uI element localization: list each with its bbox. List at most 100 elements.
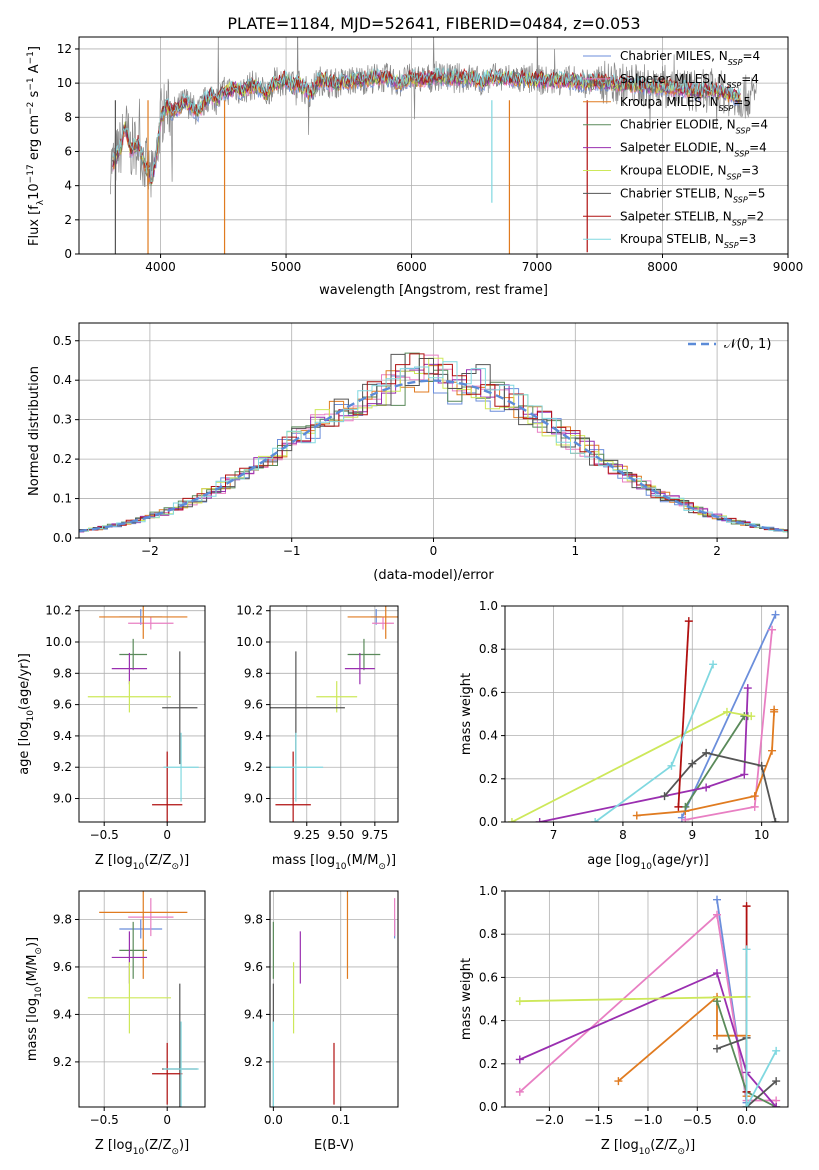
figure-title: PLATE=1184, MJD=52641, FIBERID=0484, z=0… <box>227 14 640 33</box>
y-tick-label: 0.8 <box>479 927 498 941</box>
x-axis-label: (data-model)/error <box>373 568 494 583</box>
series-marker-2 <box>770 705 779 714</box>
y-tick-label: 9.6 <box>244 960 263 974</box>
series-line-5 <box>519 995 747 1003</box>
age_vs_mass-axes <box>270 606 398 822</box>
series-line-8 <box>745 949 777 1107</box>
series-line-4 <box>539 688 749 822</box>
y-tick-label: 1.0 <box>479 599 498 613</box>
y-axis-label: Normed distribution <box>27 366 42 496</box>
mass_vs_ebv-points <box>272 891 396 1107</box>
legend-label-normal: 𝒩(0, 1) <box>724 337 771 352</box>
x-tick-label: 2 <box>713 544 721 558</box>
series-marker-8 <box>591 818 600 822</box>
age_vs_mass-points <box>270 606 398 822</box>
x-tick-label: −0.5 <box>90 1113 119 1127</box>
axes-frame <box>78 890 206 1108</box>
series-marker-7 <box>684 617 693 626</box>
model-spectrum-line-8 <box>112 67 741 182</box>
series-marker-5 <box>515 997 524 1006</box>
y-tick-label: 10 <box>57 76 72 90</box>
x-tick-label: −0.5 <box>90 828 119 842</box>
x-tick-label: 0.1 <box>331 1113 350 1127</box>
x-tick-label: 0 <box>163 1113 171 1127</box>
legend-label: Salpeter MILES, NSSP=4 <box>620 72 759 90</box>
y-tick-label: 10.2 <box>236 604 263 618</box>
y-tick-label: 2 <box>64 213 72 227</box>
y-tick-label: 0.2 <box>479 1057 498 1071</box>
y-axis-label: mass weight <box>459 958 474 1040</box>
y-tick-label: 0.0 <box>53 531 72 545</box>
series-marker-3 <box>681 802 690 811</box>
series-marker-2 <box>750 792 759 801</box>
y-tick-label: 0.5 <box>53 334 72 348</box>
axes-frame <box>78 605 206 823</box>
spectrum-lines <box>110 37 757 254</box>
residual-histograms <box>79 352 788 533</box>
series-marker-1 <box>713 910 722 919</box>
x-axis-label: Z [log10(Z/Z⊙)] <box>95 1138 189 1157</box>
series-marker-2 <box>614 1077 623 1086</box>
series-marker-4 <box>772 1103 781 1107</box>
massweight_vs_Z-series <box>515 895 781 1107</box>
x-tick-label: 5000 <box>271 260 302 274</box>
axes-frame <box>269 605 399 823</box>
legend-label: Chabrier ELODIE, NSSP=4 <box>620 118 768 136</box>
y-tick-label: 9.8 <box>244 666 263 680</box>
series-marker-1 <box>768 625 777 634</box>
series-marker-6 <box>702 748 711 757</box>
y-tick-label: 9.6 <box>53 698 72 712</box>
mass_vs_Z-points <box>87 891 199 1107</box>
series-marker-6 <box>660 792 669 801</box>
series-marker-1 <box>681 815 690 822</box>
x-tick-label: 8 <box>619 828 627 842</box>
y-tick-label: 0.2 <box>53 452 72 466</box>
y-axis-label: Flux [fλ10−17 erg cm−2 s−1 A−1] <box>26 46 46 246</box>
legend-label: Chabrier STELIB, NSSP=5 <box>620 186 765 204</box>
y-tick-label: 9.4 <box>53 1007 72 1021</box>
x-tick-label: 0.0 <box>737 1113 756 1127</box>
normal-curve <box>79 379 788 533</box>
axes-frame <box>504 605 789 823</box>
x-axis-label: age [log10(age/yr)] <box>587 853 709 872</box>
x-tick-label: −0.5 <box>683 1113 712 1127</box>
y-tick-label: 0.4 <box>479 729 498 743</box>
series-marker-6 <box>771 818 780 822</box>
y-tick-label: 1.0 <box>479 884 498 898</box>
x-tick-label: 0.0 <box>264 1113 283 1127</box>
series-marker-6 <box>772 1077 781 1086</box>
legend-label: Kroupa STELIB, NSSP=3 <box>620 232 756 250</box>
y-tick-label: 0.0 <box>479 815 498 829</box>
series-line-1 <box>519 913 777 1102</box>
y-tick-label: 9.4 <box>244 729 263 743</box>
axes-frame <box>269 890 399 1108</box>
series-line-2 <box>617 994 748 1097</box>
series-marker-0 <box>713 895 722 904</box>
series-marker-5 <box>747 712 756 721</box>
x-tick-label: 9.25 <box>293 828 320 842</box>
y-tick-label: 0 <box>64 247 72 261</box>
x-tick-label: 9.50 <box>327 828 354 842</box>
x-tick-label: 1 <box>571 544 579 558</box>
x-axis-label: E(B-V) <box>314 1138 354 1153</box>
axes-frame <box>78 36 789 255</box>
y-tick-label: 9.2 <box>53 1055 72 1069</box>
y-tick-label: 9.0 <box>244 792 263 806</box>
y-tick-label: 0.1 <box>53 492 72 506</box>
x-tick-label: 7000 <box>522 260 553 274</box>
x-axis-label: mass [log10(M/M⊙)] <box>272 853 396 872</box>
series-line-0 <box>681 614 777 819</box>
y-tick-label: 6 <box>64 144 72 158</box>
x-tick-label: 10 <box>754 828 769 842</box>
series-marker-1 <box>750 802 759 811</box>
legend: Chabrier MILES, NSSP=4 Salpeter MILES, NS… <box>583 49 768 250</box>
y-tick-label: 12 <box>57 42 72 56</box>
series-marker-2 <box>632 811 641 820</box>
y-tick-label: 9.8 <box>53 912 72 926</box>
y-tick-label: 0.4 <box>479 1014 498 1028</box>
series-marker-8 <box>772 1046 781 1055</box>
y-axis-label: mass weight <box>459 673 474 755</box>
x-tick-label: 6000 <box>396 260 427 274</box>
x-tick-label: 0 <box>430 544 438 558</box>
massweight_vs_age-series <box>507 610 780 822</box>
